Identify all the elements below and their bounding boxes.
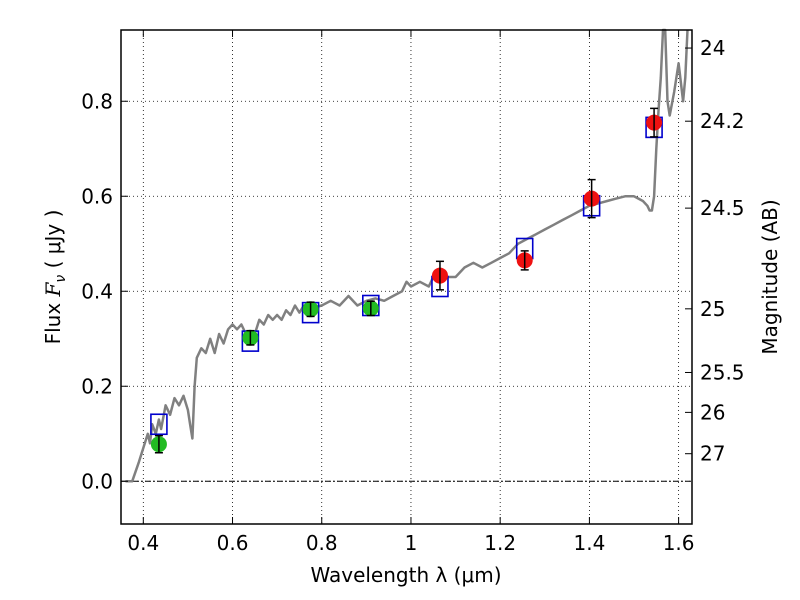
x-tick-label: 1.4 — [573, 531, 605, 555]
y-axis-ticks: 0.0 0.2 0.4 0.6 0.8 — [81, 89, 128, 493]
model-spectrum-line — [125, 28, 689, 483]
magnitude-tick-label: 25 — [700, 297, 725, 321]
y-tick-label: 0.6 — [81, 184, 113, 208]
y-tick-label: 0.0 — [81, 469, 113, 493]
x-tick-label: 0.6 — [217, 531, 249, 555]
magnitude-tick-label: 24.2 — [700, 109, 745, 133]
x-axis-ticks: 0.4 0.6 0.8 1 1.2 1.4 1.6 — [127, 30, 695, 555]
magnitude-tick-label: 25.5 — [700, 360, 745, 384]
magnitude-tick-label: 24.5 — [700, 196, 745, 220]
y-tick-label: 0.4 — [81, 279, 113, 303]
photometry-points — [150, 107, 663, 454]
model-band-box — [150, 413, 168, 436]
x-tick-label: 1.6 — [663, 531, 695, 555]
x-axis-label: Wavelength λ (μm) — [310, 563, 501, 587]
y-tick-label: 0.2 — [81, 374, 113, 398]
magnitude-tick-label: 24 — [700, 36, 725, 60]
x-tick-label: 0.8 — [306, 531, 338, 555]
magnitude-tick-label: 26 — [700, 400, 725, 424]
magnitude-axis-ticks: 24 24.2 24.5 25 25.5 26 27 — [685, 36, 745, 466]
magnitude-axis-label: Magnitude (AB) — [758, 199, 782, 354]
x-tick-label: 1 — [405, 531, 418, 555]
plot-area — [121, 28, 692, 483]
plot-frame — [120, 29, 693, 525]
y-axis-label-symbol: F — [41, 281, 65, 297]
x-tick-label: 0.4 — [127, 531, 159, 555]
y-tick-label: 0.8 — [81, 89, 113, 113]
y-axis-label-prefix: Flux — [41, 296, 65, 344]
x-tick-label: 1.2 — [484, 531, 516, 555]
y-axis-label-subscript: ν — [53, 275, 69, 283]
y-axis-label-unit: ( μJy ) — [41, 210, 65, 275]
y-axis-label: Flux Fν ( μJy ) — [41, 210, 69, 345]
magnitude-tick-label: 27 — [700, 442, 725, 466]
